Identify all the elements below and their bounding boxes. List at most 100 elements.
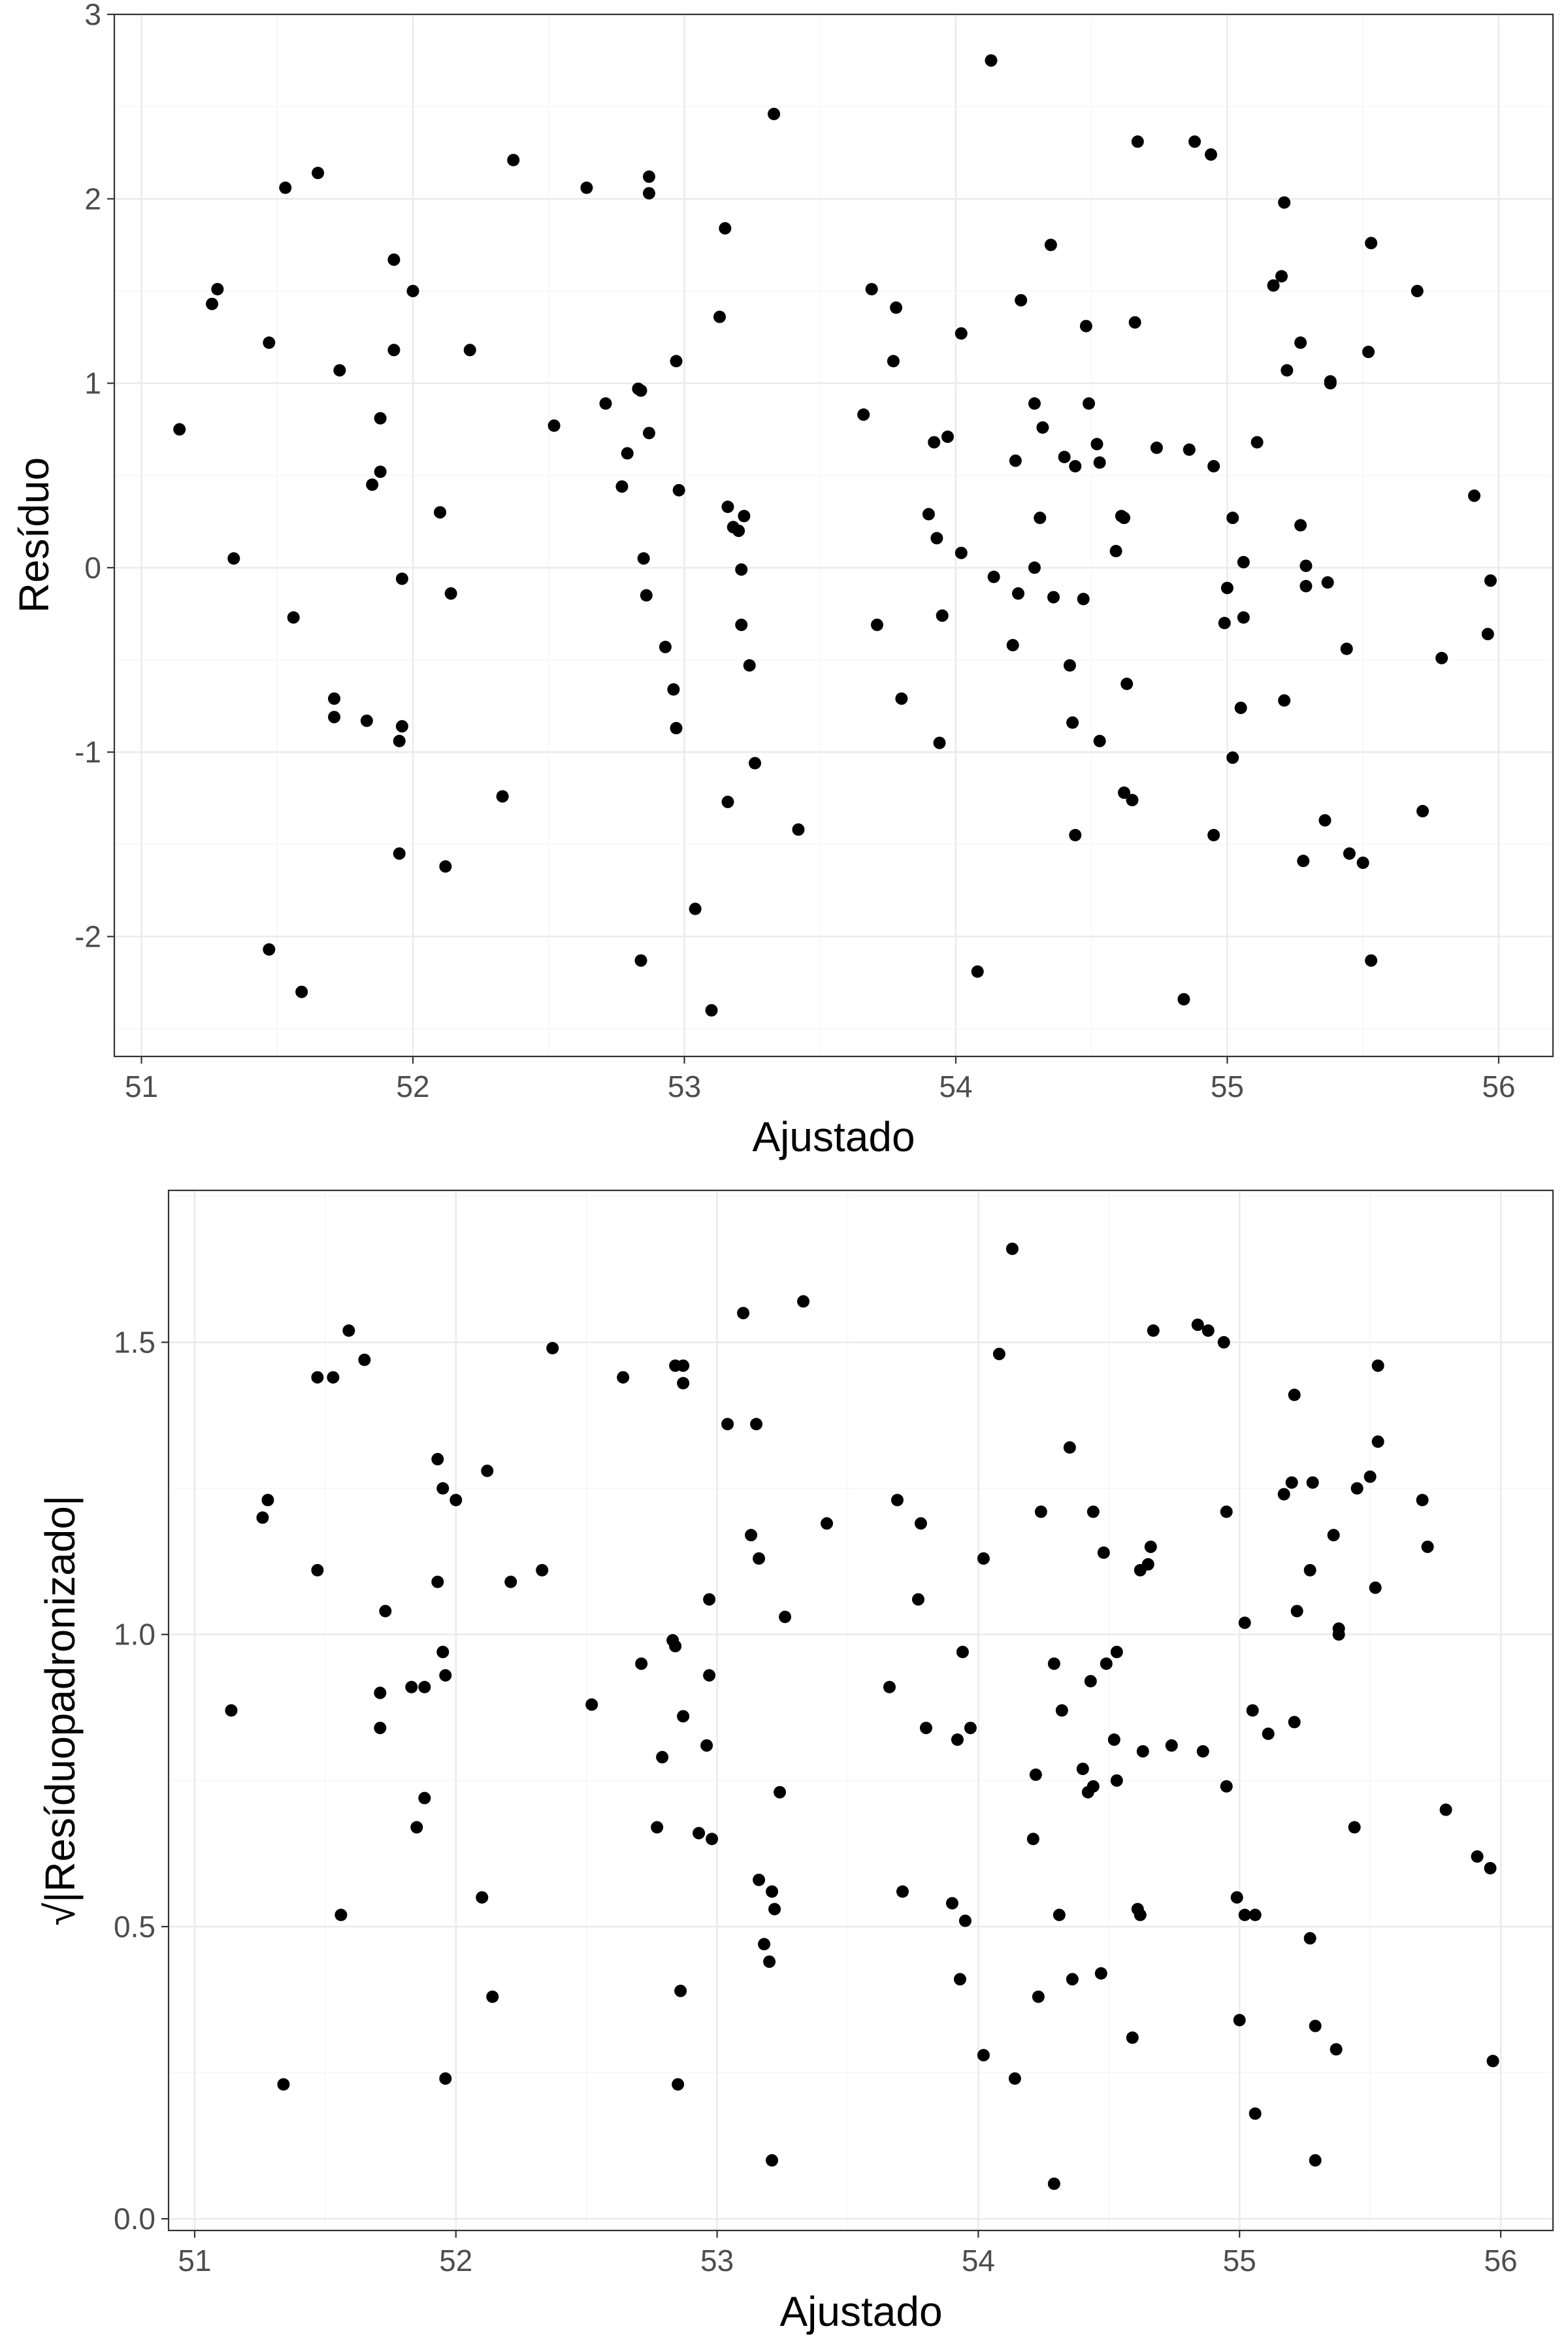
residuals-data-point xyxy=(1058,451,1071,464)
residuals-data-point xyxy=(507,154,520,167)
scale-location-data-point xyxy=(883,1680,896,1693)
residuals-data-point xyxy=(1411,284,1424,297)
residuals-y-axis-title: Resíduo xyxy=(10,457,57,613)
scale-location-data-point xyxy=(1288,1716,1301,1729)
scale-location-data-point xyxy=(1220,1505,1233,1518)
scale-location-data-point xyxy=(737,1307,750,1320)
scale-location-data-point xyxy=(674,1984,687,1997)
residuals-data-point xyxy=(1120,678,1134,691)
residuals-data-point xyxy=(1066,716,1079,729)
residuals-data-point xyxy=(930,532,943,545)
scale-location-data-point xyxy=(700,1739,713,1752)
residuals-data-point xyxy=(1237,611,1250,624)
residuals-data-point xyxy=(496,790,509,803)
residuals-data-point xyxy=(1028,397,1041,410)
scale-location-data-point xyxy=(342,1324,355,1337)
residuals-data-point xyxy=(1468,489,1481,502)
residuals-data-point xyxy=(987,570,1000,583)
scale-location-data-point xyxy=(486,1990,499,2003)
scale-location-data-point xyxy=(405,1680,418,1693)
scale-location-x-tick-label: 53 xyxy=(700,2244,734,2278)
residuals-data-point xyxy=(1267,279,1280,292)
residuals-data-point xyxy=(743,659,756,672)
scale-location-data-point xyxy=(1486,2055,1499,2068)
residuals-data-point xyxy=(1297,855,1310,868)
residuals-data-point xyxy=(1036,421,1049,434)
residuals-x-tick-label: 55 xyxy=(1211,1070,1244,1103)
residuals-data-point xyxy=(732,524,745,537)
scale-location-data-point xyxy=(656,1751,669,1764)
residuals-data-point xyxy=(1220,581,1233,595)
residuals-data-point xyxy=(936,609,949,622)
scale-location-data-point xyxy=(706,1833,719,1846)
residuals-data-point xyxy=(1226,751,1239,764)
scale-location-data-point xyxy=(1285,1476,1298,1489)
scale-location-data-point xyxy=(1055,1704,1068,1717)
scale-location-data-point xyxy=(1303,1932,1316,1945)
scale-location-data-point xyxy=(1238,1616,1251,1629)
residuals-data-point xyxy=(1069,460,1082,473)
residuals-data-point xyxy=(360,714,373,727)
scale-location-data-point xyxy=(768,1903,781,1916)
scale-location-data-point xyxy=(1086,1505,1100,1518)
residuals-data-point xyxy=(211,283,224,296)
scale-location-data-point xyxy=(750,1418,763,1431)
scale-location-data-point xyxy=(436,1482,449,1495)
residuals-data-point xyxy=(1318,814,1331,827)
scale-location-data-point xyxy=(1008,2072,1021,2085)
residuals-data-point xyxy=(1250,436,1264,449)
scale-location-data-point xyxy=(1097,1546,1110,1560)
residuals-data-point xyxy=(865,283,878,296)
residuals-data-point xyxy=(328,711,341,724)
scale-location-grid xyxy=(169,1190,1553,2230)
scale-location-data-point xyxy=(1309,2019,1322,2033)
residuals-data-point xyxy=(870,618,883,631)
residuals-data-point xyxy=(634,954,647,967)
residuals-data-point xyxy=(928,436,941,449)
residuals-data-point xyxy=(705,1004,718,1017)
residuals-data-point xyxy=(1205,148,1218,161)
scale-location-data-point xyxy=(418,1791,431,1805)
residuals-data-point xyxy=(599,397,612,410)
residuals-data-point xyxy=(637,552,650,565)
scale-location-data-point xyxy=(677,1359,690,1372)
scale-location-data-point xyxy=(1288,1388,1301,1401)
scale-location-y-tick-label: 0.0 xyxy=(114,2202,155,2236)
scale-location-data-point xyxy=(277,2078,290,2091)
residuals-y-tick-label: 2 xyxy=(84,182,101,216)
scale-location-data-point xyxy=(431,1575,444,1588)
scale-location-data-point xyxy=(693,1827,706,1840)
residuals-data-point xyxy=(580,181,593,194)
scale-location-data-point xyxy=(256,1511,269,1524)
scale-location-data-point xyxy=(1290,1605,1303,1618)
scale-location-data-point xyxy=(919,1722,932,1735)
residuals-data-point xyxy=(444,587,457,600)
residuals-data-point xyxy=(670,722,683,735)
residuals-x-tick-label: 54 xyxy=(939,1070,972,1103)
scale-location-y-axis-title: √|Resíduopadronizado| xyxy=(37,1495,84,1925)
scale-location-data-point xyxy=(1371,1359,1384,1372)
scale-location-data-point xyxy=(779,1610,792,1624)
residuals-data-point xyxy=(735,618,748,631)
scale-location-x-tick-label: 51 xyxy=(178,2244,211,2278)
residuals-data-point xyxy=(1126,794,1139,807)
residuals-data-point xyxy=(749,757,762,770)
scale-location-data-point xyxy=(1086,1780,1100,1793)
residuals-data-point xyxy=(1083,397,1096,410)
scale-location-data-point xyxy=(956,1646,969,1659)
residuals-vs-fitted-chart: 51 52 53 54 55 56 -2 -1 0 1 2 3 Ajustado Resíduo xyxy=(10,0,1554,1160)
scale-location-data-point xyxy=(335,1908,348,1921)
residuals-x-tick-label: 51 xyxy=(125,1070,158,1103)
scale-location-data-point xyxy=(753,1873,766,1886)
scale-location-data-point xyxy=(327,1371,340,1384)
scale-location-tick-labels: 51 52 53 54 55 56 0.0 0.5 1.0 1.5 xyxy=(114,1326,1518,2278)
scale-location-data-point xyxy=(766,1885,779,1898)
scale-location-data-point xyxy=(1141,1558,1154,1571)
residuals-data-point xyxy=(713,310,727,323)
residuals-data-point xyxy=(672,483,685,497)
scale-location-data-point xyxy=(1371,1435,1384,1448)
residuals-data-point xyxy=(642,187,655,200)
scale-location-data-point xyxy=(914,1517,927,1530)
residuals-data-point xyxy=(642,170,655,183)
